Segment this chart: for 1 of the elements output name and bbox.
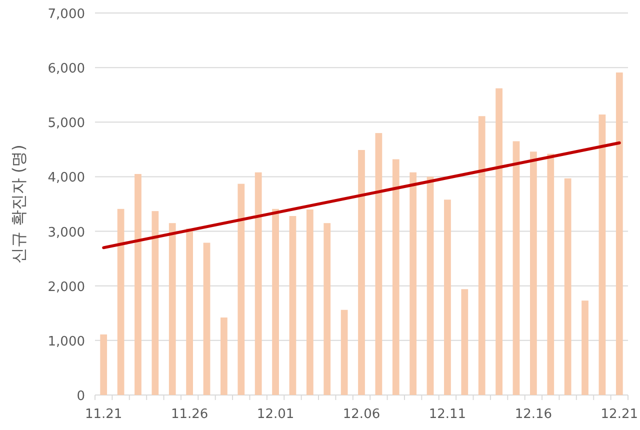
- ylabel: 신규 확진자 (명): [9, 144, 28, 264]
